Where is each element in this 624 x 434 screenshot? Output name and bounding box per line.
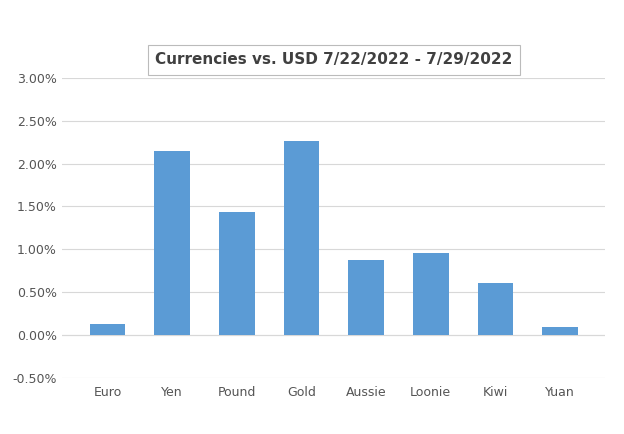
Bar — [284, 141, 319, 335]
Bar — [155, 151, 190, 335]
Bar — [542, 327, 578, 335]
Bar — [477, 283, 513, 335]
Title: Currencies vs. USD 7/22/2022 - 7/29/2022: Currencies vs. USD 7/22/2022 - 7/29/2022 — [155, 52, 512, 67]
Bar — [348, 260, 384, 335]
Bar — [413, 253, 449, 335]
Bar — [219, 212, 255, 335]
Bar — [90, 324, 125, 335]
